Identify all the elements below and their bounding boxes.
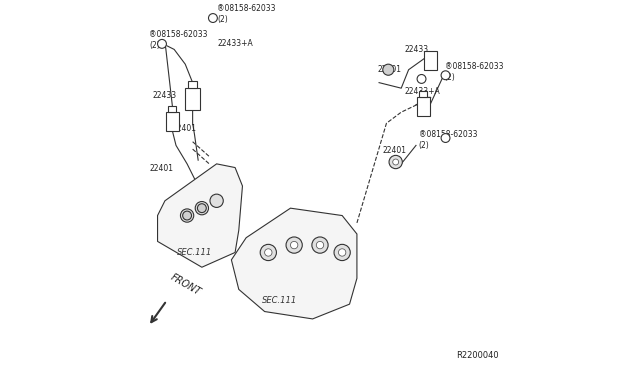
Circle shape (312, 237, 328, 253)
Circle shape (334, 244, 350, 261)
Circle shape (393, 159, 399, 165)
Bar (417, 97, 430, 116)
Text: ®08158-62033
(2): ®08158-62033 (2) (419, 130, 477, 150)
Polygon shape (232, 208, 357, 319)
Circle shape (441, 71, 450, 80)
Bar (185, 88, 200, 110)
Circle shape (157, 39, 166, 48)
Text: 22401: 22401 (377, 65, 401, 74)
Text: 22433+A: 22433+A (405, 87, 441, 96)
Circle shape (195, 202, 209, 215)
Circle shape (209, 14, 218, 22)
Text: SEC.111: SEC.111 (262, 296, 297, 305)
Bar (188, 81, 197, 88)
Text: ®08158-62033
(2): ®08158-62033 (2) (149, 30, 208, 50)
Text: B: B (211, 16, 215, 20)
Bar (168, 106, 177, 112)
Circle shape (286, 237, 302, 253)
Circle shape (383, 64, 394, 75)
Circle shape (291, 241, 298, 249)
Circle shape (182, 211, 191, 220)
Text: SEC.111: SEC.111 (177, 248, 212, 257)
Circle shape (316, 241, 324, 249)
Circle shape (260, 244, 276, 261)
Bar (424, 51, 437, 70)
Text: 22433: 22433 (152, 91, 176, 100)
Circle shape (197, 204, 206, 212)
Text: R2200040: R2200040 (456, 350, 499, 359)
Text: FRONT: FRONT (168, 272, 202, 297)
Circle shape (441, 134, 450, 142)
Text: 22433+A: 22433+A (218, 39, 253, 48)
Circle shape (339, 249, 346, 256)
Bar (166, 112, 179, 131)
Text: ®08158-62033
(2): ®08158-62033 (2) (445, 61, 503, 81)
Text: 22433: 22433 (405, 45, 429, 54)
Polygon shape (157, 164, 243, 267)
Text: 22401: 22401 (172, 124, 196, 133)
Circle shape (210, 194, 223, 208)
Text: B: B (160, 41, 164, 46)
Circle shape (389, 155, 403, 169)
Text: ®08158-62033
(2): ®08158-62033 (2) (218, 4, 276, 25)
Circle shape (417, 74, 426, 83)
Text: 22401: 22401 (383, 147, 407, 155)
Text: 22401: 22401 (149, 164, 173, 173)
Bar (419, 91, 428, 97)
Circle shape (264, 249, 272, 256)
Circle shape (180, 209, 194, 222)
